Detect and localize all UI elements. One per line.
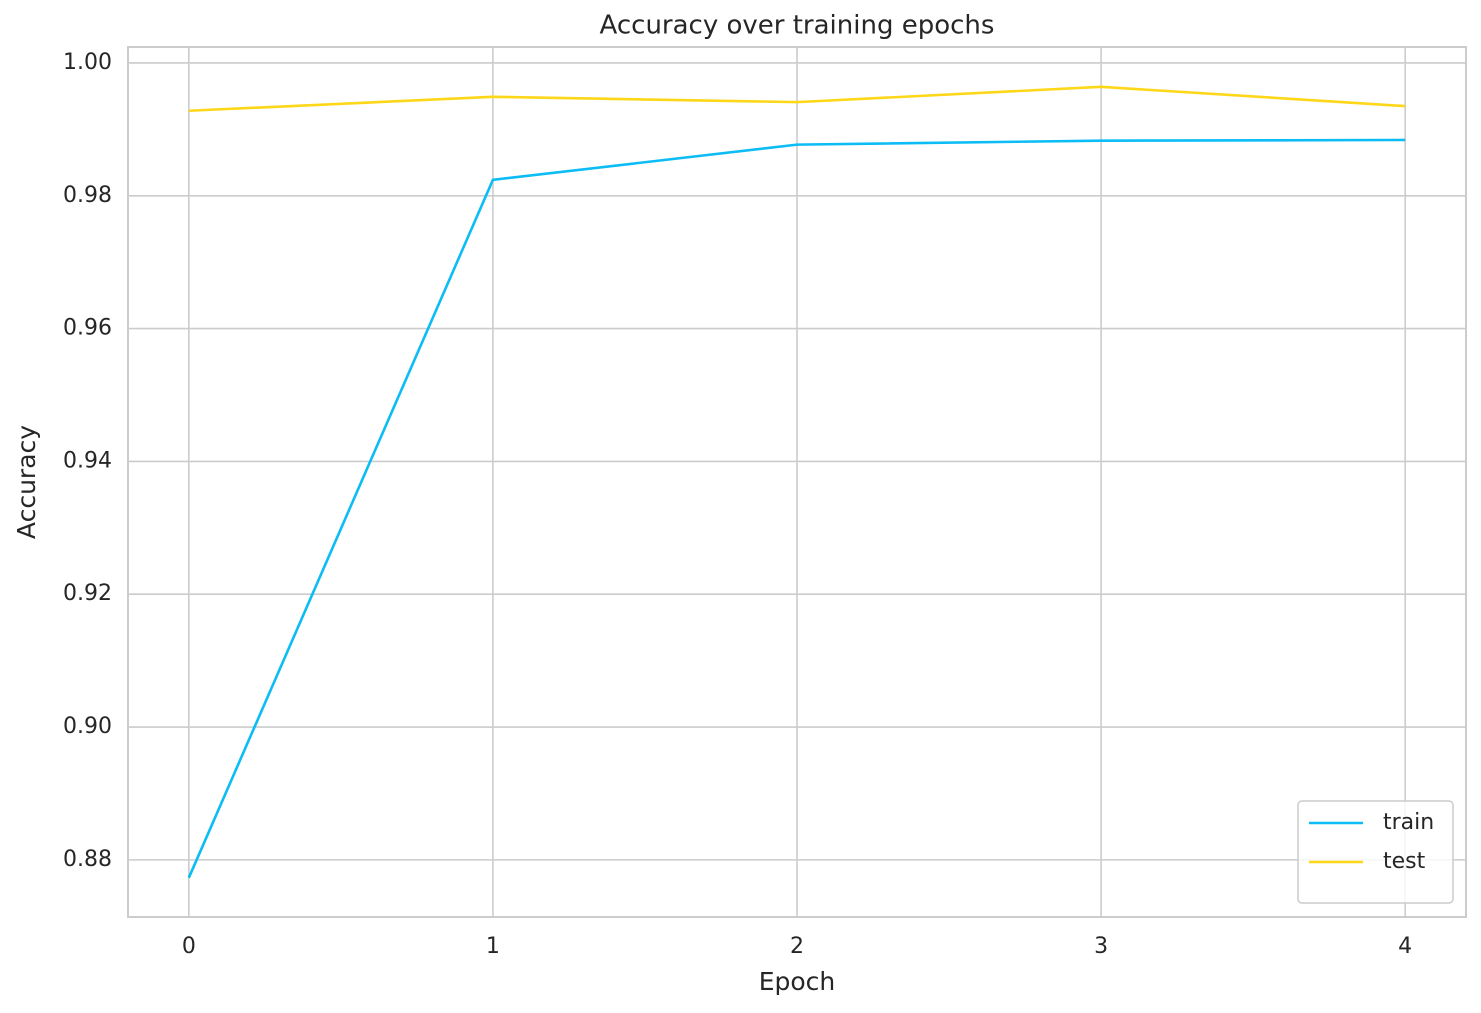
chart-title: Accuracy over training epochs	[600, 11, 995, 41]
y-axis-label: Accuracy	[12, 425, 41, 539]
y-tick-label: 0.92	[63, 581, 112, 606]
y-tick-label: 1.00	[63, 50, 112, 75]
x-axis-label: Epoch	[759, 967, 836, 996]
series-line	[188, 85, 1406, 113]
x-tick-label: 4	[1398, 934, 1412, 959]
series-line	[187, 138, 1406, 879]
legend-box	[1297, 800, 1454, 904]
y-tick-label: 0.96	[63, 316, 112, 341]
plot-frame	[127, 46, 1467, 918]
legend-label: test	[1383, 849, 1426, 874]
y-tick-label: 0.90	[63, 714, 112, 739]
legend: train test	[1297, 800, 1454, 904]
x-tick-label: 1	[486, 934, 500, 959]
x-tick-label: 2	[790, 934, 804, 959]
legend-label: train	[1383, 810, 1434, 835]
y-tick-label: 0.98	[63, 183, 112, 208]
y-tick-label: 0.94	[63, 448, 112, 473]
y-tick-label: 0.88	[63, 847, 112, 872]
x-tick-label: 0	[182, 934, 196, 959]
x-tick-label: 3	[1094, 934, 1108, 959]
